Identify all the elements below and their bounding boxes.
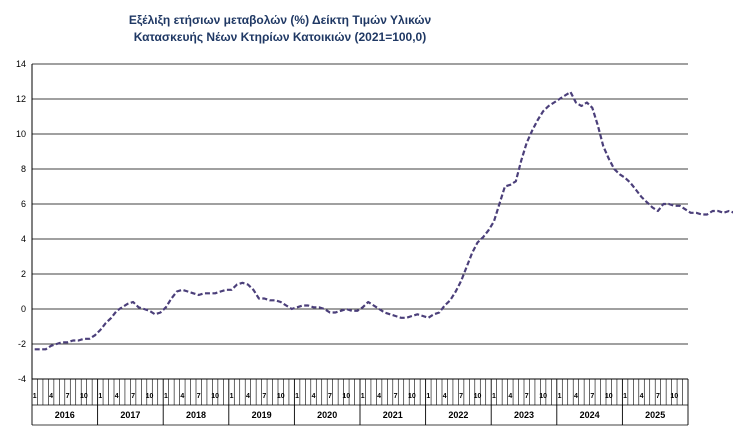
- month-tick-label: 4: [246, 393, 250, 400]
- month-tick-label: 10: [408, 393, 416, 400]
- chart-title-line-1: Εξέλιξη ετήσιων μεταβολών (%) Δείκτη Τιμ…: [128, 13, 432, 27]
- month-tick-label: 1: [558, 393, 562, 400]
- y-tick-label: 2: [21, 269, 26, 279]
- month-tick-label: 1: [164, 393, 168, 400]
- month-tick-label: 1: [98, 393, 102, 400]
- year-label: 2022: [448, 410, 468, 420]
- year-label: 2021: [383, 410, 403, 420]
- month-tick-label: 4: [508, 393, 512, 400]
- year-label: 2017: [120, 410, 140, 420]
- month-tick-label: 4: [180, 393, 184, 400]
- month-tick-label: 4: [640, 393, 644, 400]
- year-label: 2018: [186, 410, 206, 420]
- chart-title: Εξέλιξη ετήσιων μεταβολών (%) Δείκτη Τιμ…: [0, 12, 560, 46]
- month-tick-label: 10: [146, 393, 154, 400]
- year-label: 2025: [645, 410, 665, 420]
- y-tick-label: 0: [21, 304, 26, 314]
- month-tick-label: 10: [80, 393, 88, 400]
- month-tick-label: 4: [49, 393, 53, 400]
- month-tick-label: 7: [656, 393, 660, 400]
- y-tick-label: 6: [21, 199, 26, 209]
- y-tick-label: 12: [16, 94, 26, 104]
- month-tick-label: 1: [492, 393, 496, 400]
- year-label: 2019: [252, 410, 272, 420]
- y-tick-label: 8: [21, 164, 26, 174]
- month-tick-label: 4: [443, 393, 447, 400]
- month-tick-label: 7: [131, 393, 135, 400]
- month-tick-label: 10: [342, 393, 350, 400]
- y-tick-label: 4: [21, 234, 26, 244]
- month-tick-label: 4: [312, 393, 316, 400]
- month-tick-label: 7: [525, 393, 529, 400]
- month-tick-label: 10: [277, 393, 285, 400]
- month-tick-label: 1: [295, 393, 299, 400]
- month-tick-label: 1: [426, 393, 430, 400]
- month-tick-label: 1: [623, 393, 627, 400]
- month-tick-label: 4: [377, 393, 381, 400]
- y-tick-label: -2: [18, 339, 26, 349]
- y-tick-label: 14: [16, 59, 26, 69]
- month-tick-label: 10: [539, 393, 547, 400]
- chart-title-line-2: Κατασκευής Νέων Κτηρίων Κατοικιών (2021=…: [133, 30, 427, 44]
- year-label: 2016: [55, 410, 75, 420]
- month-tick-label: 7: [66, 393, 70, 400]
- month-tick-label: 7: [394, 393, 398, 400]
- y-tick-label: 10: [16, 129, 26, 139]
- month-tick-label: 7: [197, 393, 201, 400]
- month-tick-label: 1: [361, 393, 365, 400]
- month-tick-label: 10: [211, 393, 219, 400]
- year-label: 2020: [317, 410, 337, 420]
- month-tick-label: 10: [474, 393, 482, 400]
- month-tick-label: 10: [670, 393, 678, 400]
- month-tick-label: 1: [230, 393, 234, 400]
- month-tick-label: 4: [115, 393, 119, 400]
- month-tick-label: 7: [262, 393, 266, 400]
- month-tick-label: 4: [574, 393, 578, 400]
- year-label: 2023: [514, 410, 534, 420]
- month-tick-label: 1: [33, 393, 37, 400]
- year-label: 2024: [580, 410, 600, 420]
- month-tick-label: 7: [459, 393, 463, 400]
- month-tick-label: 7: [328, 393, 332, 400]
- series-line: [34, 90, 733, 351]
- y-tick-label: -4: [18, 374, 26, 384]
- month-tick-label: 10: [605, 393, 613, 400]
- month-tick-label: 7: [590, 393, 594, 400]
